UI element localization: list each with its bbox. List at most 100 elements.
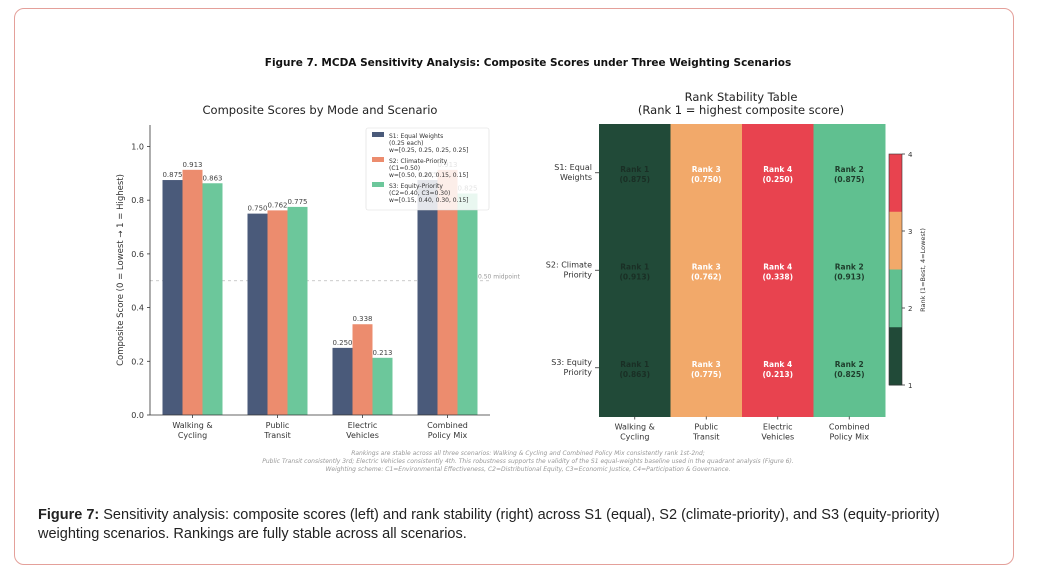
y-tick-label: 0.8 <box>131 196 144 205</box>
caption-text: Sensitivity analysis: composite scores (… <box>38 507 940 542</box>
x-tick-label: Cycling <box>178 431 207 440</box>
heatmap-cell-score: (0.775) <box>691 370 722 379</box>
col-label: Cycling <box>620 433 649 442</box>
colorbar-segment <box>889 211 902 270</box>
colorbar-tick-label: 4 <box>908 151 913 159</box>
heatmap-cell-score: (0.863) <box>619 370 650 379</box>
heatmap-cell-rank: Rank 4 <box>763 262 792 271</box>
heatmap-cell-score: (0.213) <box>762 370 793 379</box>
col-label: Policy Mix <box>830 433 870 442</box>
row-label: Weights <box>560 173 592 182</box>
bar-1-1 <box>162 180 183 415</box>
heatmap-title: Rank Stability Table <box>685 90 798 104</box>
col-label: Transit <box>692 433 720 442</box>
colorbar-segment <box>889 154 902 213</box>
heatmap-cell-score: (0.875) <box>619 175 650 184</box>
heatmap-cell <box>670 124 743 222</box>
heatmap-cell <box>670 319 743 417</box>
heatmap-cell-rank: Rank 2 <box>835 360 864 369</box>
legend: S1: Equal Weights(0.25 each)w=[0.25, 0.2… <box>365 127 490 211</box>
heatmap-cell-score: (0.875) <box>834 175 865 184</box>
legend-detail: w=[0.15, 0.40, 0.30, 0.15] <box>389 197 469 204</box>
heatmap-cell-rank: Rank 3 <box>692 360 721 369</box>
y-tick-label: 0.6 <box>131 250 144 259</box>
bar-3-3 <box>372 357 393 415</box>
colorbar-tick-label: 3 <box>908 228 912 236</box>
figure-caption: Figure 7: Sensitivity analysis: composit… <box>38 506 998 544</box>
heatmap-cell <box>599 221 671 320</box>
heatmap-subtitle: (Rank 1 = highest composite score) <box>638 103 844 117</box>
bar-value-label: 0.863 <box>202 174 222 182</box>
bar-value-label: 0.750 <box>247 205 267 213</box>
heatmap-cell <box>813 221 886 320</box>
heatmap-cell-rank: Rank 3 <box>692 165 721 174</box>
col-label: Electric <box>763 423 793 432</box>
rank-heatmap: Rank Stability Table(Rank 1 = highest co… <box>546 90 927 442</box>
legend-entry: S1: Equal Weights <box>389 133 443 140</box>
heatmap-cell-score: (0.750) <box>691 175 722 184</box>
footnote: Rankings are stable across all three sce… <box>262 450 794 473</box>
legend-swatch <box>372 132 384 137</box>
col-label: Public <box>694 423 718 432</box>
y-axis-label: Composite Score (0 = Lowest → 1 = Highes… <box>116 174 126 366</box>
row-label: S3: Equity <box>551 358 592 367</box>
colorbar-tick-label: 1 <box>908 382 912 390</box>
heatmap-cell <box>742 319 814 417</box>
bar-value-label: 0.913 <box>182 161 202 169</box>
footnote-line: Rankings are stable across all three sce… <box>351 450 705 457</box>
x-tick-label: Combined <box>427 421 468 430</box>
col-label: Vehicles <box>761 433 794 442</box>
colorbar-segment <box>889 269 902 328</box>
figure-title: Figure 7. MCDA Sensitivity Analysis: Com… <box>265 57 791 69</box>
legend-detail: w=[0.25, 0.25, 0.25, 0.25] <box>389 147 469 154</box>
heatmap-cell <box>670 221 743 320</box>
heatmap-cell <box>599 319 671 417</box>
figure-frame <box>14 8 1014 565</box>
row-label: Priority <box>564 270 593 279</box>
y-tick-label: 0.4 <box>131 304 144 313</box>
bar-1-3 <box>332 347 353 415</box>
heatmap-cell-rank: Rank 1 <box>620 360 649 369</box>
heatmap-cell-score: (0.338) <box>762 272 793 281</box>
row-label: S1: Equal <box>554 163 592 172</box>
bar-value-label: 0.762 <box>267 201 287 209</box>
y-tick-label: 1.0 <box>131 142 144 151</box>
x-tick-label: Policy Mix <box>428 431 468 440</box>
bar-value-label: 0.875 <box>162 171 182 179</box>
heatmap-cell-score: (0.913) <box>619 272 650 281</box>
colorbar-segment <box>889 327 902 386</box>
x-tick-label: Walking & <box>172 421 212 430</box>
col-label: Combined <box>829 423 870 432</box>
figure-canvas: Figure 7. MCDA Sensitivity Analysis: Com… <box>116 57 927 473</box>
bar-2-4 <box>437 169 458 415</box>
x-tick-label: Public <box>266 421 290 430</box>
row-label: S2: Climate <box>546 260 592 269</box>
heatmap-cell-score: (0.250) <box>762 175 793 184</box>
legend-detail: (C2=0.40, C3=0.30) <box>389 190 450 197</box>
legend-entry: S2: Climate-Priority <box>389 158 448 165</box>
heatmap-cell-rank: Rank 3 <box>692 262 721 271</box>
colorbar-label: Rank (1=Best, 4=Lowest) <box>919 228 927 312</box>
x-tick-label: Transit <box>263 431 291 440</box>
y-tick-label: 0.0 <box>131 411 144 420</box>
bar-1-2 <box>247 213 268 415</box>
bar-value-label: 0.338 <box>352 315 372 323</box>
heatmap-cell <box>742 124 814 222</box>
heatmap-cell-rank: Rank 1 <box>620 262 649 271</box>
col-label: Walking & <box>615 423 655 432</box>
bar-chart: Composite Scores by Mode and Scenario 0.5… <box>116 103 521 440</box>
bar-2-1 <box>182 169 203 415</box>
x-tick-label: Electric <box>348 421 378 430</box>
bar-chart-title: Composite Scores by Mode and Scenario <box>203 103 438 117</box>
heatmap-cell-rank: Rank 2 <box>835 262 864 271</box>
bar-3-1 <box>202 183 223 415</box>
bar-value-label: 0.213 <box>372 349 392 357</box>
y-tick-label: 0.2 <box>131 357 144 366</box>
midpoint-label: 0.50 midpoint <box>478 274 521 281</box>
bar-2-3 <box>352 324 373 415</box>
bar-2-2 <box>267 210 288 415</box>
bar-3-4 <box>457 193 478 415</box>
heatmap-cell-rank: Rank 2 <box>835 165 864 174</box>
legend-entry: S3: Equity-Priority <box>389 183 443 190</box>
x-tick-label: Vehicles <box>346 431 379 440</box>
